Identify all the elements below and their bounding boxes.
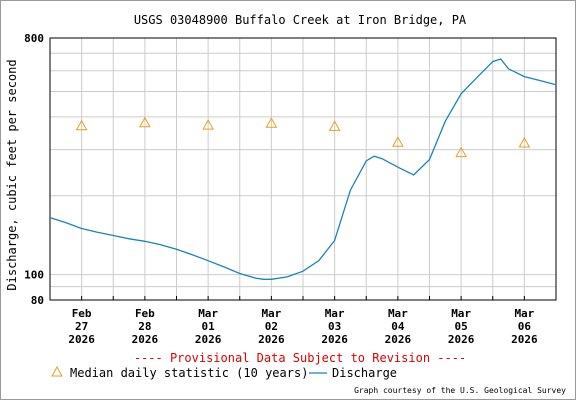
median-point xyxy=(202,119,214,130)
x-tick-text: 06 xyxy=(518,320,532,333)
series-layer xyxy=(49,58,557,280)
median-point xyxy=(518,136,531,148)
legend-triangle xyxy=(51,365,63,377)
x-tick-text: Mar xyxy=(325,307,345,320)
x-tick-text: 2026 xyxy=(132,333,159,346)
x-tick-text: 2026 xyxy=(258,333,285,346)
discharge-line xyxy=(49,58,557,280)
x-tick-text: 04 xyxy=(391,320,405,333)
grid-lines xyxy=(50,37,556,300)
x-tick-text: Mar xyxy=(451,307,471,320)
median-point xyxy=(328,120,341,131)
x-tick-text: 02 xyxy=(265,320,278,333)
x-tick-text: Mar xyxy=(388,307,408,320)
y-axis-label: Discharge, cubic feet per second xyxy=(5,59,19,290)
x-tick-text: 2026 xyxy=(321,333,348,346)
median-point xyxy=(75,119,88,131)
median-point xyxy=(139,116,151,128)
x-tick-text: Mar xyxy=(198,307,218,320)
credit-text: Graph courtesy of the U.S. Geological Su… xyxy=(354,386,566,395)
y-tick-labels: 800 100 80 xyxy=(24,32,44,307)
legend-median-label: Median daily statistic (10 years) xyxy=(70,366,308,380)
plot-area xyxy=(49,37,557,301)
legend-discharge-label: Discharge xyxy=(332,366,397,380)
y-tick-label: 800 xyxy=(24,32,44,45)
x-tick-text: 2026 xyxy=(448,333,475,346)
y-tick-label: 80 xyxy=(31,294,44,307)
median-point xyxy=(392,136,404,147)
x-tick-text: 03 xyxy=(328,320,341,333)
chart-title: USGS 03048900 Buffalo Creek at Iron Brid… xyxy=(134,13,467,27)
x-tick-text: 2026 xyxy=(195,333,222,346)
x-tick-text: Mar xyxy=(514,307,534,320)
y-tick-label: 100 xyxy=(24,269,44,282)
x-tick-text: 2026 xyxy=(511,333,538,346)
x-tick-text: 2026 xyxy=(385,333,412,346)
median-point xyxy=(455,146,467,158)
x-tick-text: 27 xyxy=(75,320,88,333)
legend-median-triangle-icon xyxy=(51,365,63,377)
x-tick-text: Feb xyxy=(135,307,155,320)
median-point xyxy=(265,117,278,128)
x-tick-labels: Feb272026Feb282026Mar012026Mar022026Mar0… xyxy=(68,307,538,346)
x-tick-text: Feb xyxy=(72,307,92,320)
x-tick-text: Mar xyxy=(261,307,281,320)
x-tick-text: 01 xyxy=(202,320,216,333)
x-tick-text: 2026 xyxy=(68,333,95,346)
x-tick-text: 05 xyxy=(455,320,468,333)
provisional-notice: ---- Provisional Data Subject to Revisio… xyxy=(134,351,466,365)
x-tick-text: 28 xyxy=(138,320,151,333)
legend: Median daily statistic (10 years) Discha… xyxy=(51,365,397,380)
